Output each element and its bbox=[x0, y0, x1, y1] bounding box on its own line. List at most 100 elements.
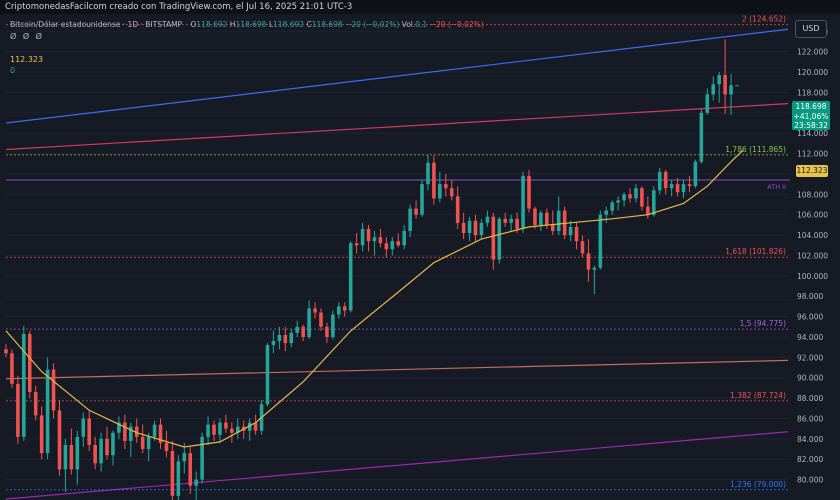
volume-change: −20 (−0,02%) bbox=[429, 20, 484, 29]
candle-body bbox=[16, 383, 20, 437]
candle-body bbox=[22, 333, 26, 437]
candle-body bbox=[69, 444, 74, 470]
candle-body bbox=[640, 188, 644, 207]
candle-body bbox=[527, 175, 531, 209]
y-tick-label: 112.000 bbox=[797, 150, 828, 159]
candle-body bbox=[604, 210, 609, 215]
y-tick-label: 106.000 bbox=[797, 211, 828, 220]
price-axis: 124.000122.000120.000118.000116.000114.0… bbox=[790, 16, 840, 500]
candle-body bbox=[426, 162, 430, 185]
candle-body bbox=[628, 194, 632, 199]
candle-body bbox=[657, 171, 662, 191]
low-key: L bbox=[268, 20, 274, 29]
fib-level-label: 1,618 (101.826) bbox=[725, 247, 786, 256]
trend-line bbox=[5, 359, 789, 380]
candle-body bbox=[75, 436, 80, 470]
candle-body bbox=[467, 220, 472, 234]
candle-body bbox=[556, 210, 561, 231]
candle-body bbox=[384, 243, 389, 250]
candle-body bbox=[331, 314, 335, 337]
currency-button[interactable]: USD bbox=[795, 20, 827, 38]
candle-body bbox=[408, 208, 412, 231]
candle-body bbox=[420, 184, 424, 215]
y-tick-label: 90.000 bbox=[797, 374, 823, 383]
y-tick-label: 80.000 bbox=[797, 476, 823, 485]
candle-body bbox=[580, 241, 585, 254]
fib-level-label: 1,5 (94.775) bbox=[740, 319, 786, 328]
candle-body bbox=[51, 369, 56, 411]
candle-body bbox=[360, 228, 365, 246]
trend-line bbox=[5, 103, 789, 151]
candle-body bbox=[134, 426, 139, 437]
candle-body bbox=[372, 237, 377, 242]
bar-countdown: 23:58:32 bbox=[794, 121, 828, 130]
candle-body bbox=[681, 184, 686, 193]
candle-body bbox=[485, 216, 490, 223]
candle-body bbox=[354, 243, 359, 246]
candle-body bbox=[533, 208, 537, 225]
change-value: −20 (−0,02%) bbox=[345, 20, 400, 29]
fib-level-label: 1,786 (111.865) bbox=[725, 145, 786, 154]
trend-line bbox=[5, 28, 789, 124]
fib-levels: 2 (124.652) 1,786 (111.865) 1,618 (101.826… bbox=[6, 15, 790, 491]
y-tick-label: 94.000 bbox=[797, 333, 823, 342]
y-tick-label: 84.000 bbox=[797, 435, 823, 444]
candle-body bbox=[152, 424, 157, 437]
indicator-visibility-icons[interactable]: Ø Ø Ø bbox=[10, 32, 44, 41]
candle-body bbox=[366, 228, 371, 242]
candle-body bbox=[10, 353, 14, 384]
candle-body bbox=[663, 171, 668, 189]
y-tick-label: 82.000 bbox=[797, 455, 823, 464]
candle-body bbox=[295, 326, 299, 333]
candle-body bbox=[729, 85, 733, 95]
candle-body bbox=[509, 218, 513, 223]
candle-body bbox=[206, 424, 210, 437]
y-tick-label: 88.000 bbox=[797, 394, 823, 403]
candle-body bbox=[57, 410, 62, 470]
candle-body bbox=[4, 349, 8, 354]
ohlc-legend: Bitcoin/Dólar estadounidense · 1D · BITS… bbox=[10, 20, 484, 29]
candle-body bbox=[63, 444, 68, 470]
candle-body bbox=[479, 222, 484, 236]
candle-body bbox=[117, 422, 121, 433]
candle-body bbox=[158, 424, 163, 443]
attribution-text: CriptomonedasFacilcom creado con Trading… bbox=[5, 2, 353, 12]
close-key: C bbox=[306, 20, 312, 29]
y-tick-label: 118.000 bbox=[797, 88, 828, 97]
candle-body bbox=[574, 226, 579, 242]
high-key: H bbox=[229, 20, 236, 29]
last-price-tag: 118.698 +41,06% 23:58:32 bbox=[792, 101, 830, 130]
candle-body bbox=[87, 418, 91, 445]
candle-body bbox=[586, 253, 591, 270]
indicator-zero-value: 0 bbox=[10, 66, 16, 75]
y-tick-label: 86.000 bbox=[797, 414, 823, 423]
candle-body bbox=[123, 422, 127, 441]
candle-body bbox=[224, 422, 228, 429]
high-value: 118.698 bbox=[235, 20, 267, 29]
y-tick-label: 98.000 bbox=[797, 292, 823, 301]
candle-body bbox=[182, 453, 187, 462]
ath-label: ATH II bbox=[767, 183, 786, 191]
candle-body bbox=[550, 224, 555, 231]
last-price: 118.698 bbox=[795, 102, 827, 111]
candle-body bbox=[491, 216, 496, 260]
open-value: 118.692 bbox=[196, 20, 228, 29]
candle-body bbox=[473, 220, 478, 236]
candle-body bbox=[687, 184, 692, 187]
candle-body bbox=[99, 438, 103, 464]
volume-value: 0,1 bbox=[415, 20, 428, 29]
candle-body bbox=[218, 422, 222, 435]
candle-body bbox=[39, 415, 44, 454]
candle-body bbox=[337, 306, 341, 315]
candle-body bbox=[723, 75, 727, 95]
candle-body bbox=[164, 442, 169, 452]
candle-body bbox=[140, 436, 145, 450]
candle-body bbox=[105, 438, 109, 456]
candle-body bbox=[313, 308, 317, 313]
ma-price-tag: 112.323 bbox=[796, 165, 828, 177]
candle-body bbox=[652, 190, 656, 215]
candle-body bbox=[378, 237, 383, 244]
candle-body bbox=[212, 424, 216, 435]
candle-body bbox=[200, 436, 204, 480]
